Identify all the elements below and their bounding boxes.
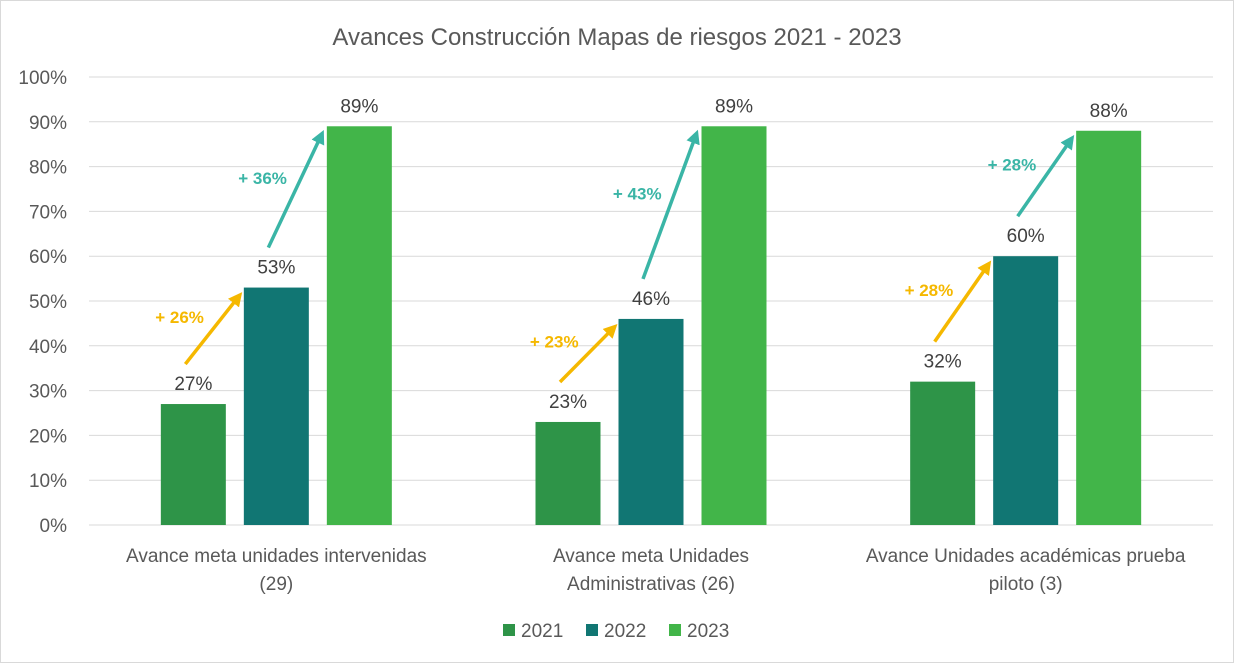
y-tick-label: 60% — [29, 247, 67, 268]
data-label: 32% — [924, 352, 962, 373]
legend-swatch-2023 — [669, 624, 681, 636]
bar-2021 — [910, 381, 976, 525]
change-annotation-label: + 26% — [155, 308, 204, 327]
change-annotation-label: + 36% — [238, 169, 287, 188]
data-label: 27% — [174, 374, 212, 395]
bar-2021 — [160, 404, 226, 525]
data-label: 46% — [632, 289, 670, 310]
data-label: 23% — [549, 392, 587, 413]
x-category-label: Avance meta Unidades — [553, 546, 749, 567]
data-label: 88% — [1090, 101, 1128, 122]
legend: 2021 2022 2023 — [503, 621, 729, 642]
y-tick-label: 100% — [18, 68, 67, 89]
change-arrow — [558, 323, 618, 384]
bar-2022 — [618, 318, 684, 525]
y-tick-label: 30% — [29, 382, 67, 403]
y-tick-label: 10% — [29, 471, 67, 492]
change-annotations: + 26% + 36% + 23% + 43% + 28% + 28% — [155, 129, 1075, 384]
change-annotation-label: + 28% — [905, 281, 954, 300]
bar-2021 — [535, 421, 601, 525]
change-arrow — [183, 292, 243, 366]
bars: 27% 53% 89% 23% 46% 89% 32% 60% 88% — [160, 96, 1142, 525]
legend-label-2022: 2022 — [604, 621, 646, 642]
bar-2023 — [701, 126, 767, 525]
change-arrow — [266, 129, 325, 249]
y-tick-label: 20% — [29, 426, 67, 447]
data-label: 89% — [340, 96, 378, 117]
x-axis: Avance meta unidades intervenidas (29) Ava… — [126, 546, 1186, 595]
x-category-label: Avance Unidades académicas prueba — [866, 546, 1186, 567]
y-tick-label: 90% — [29, 113, 67, 134]
y-axis: 0% 10% 20% 30% 40% 50% 60% 70% 80% 90% 100% — [18, 68, 67, 537]
x-category-label: (29) — [259, 574, 293, 595]
change-annotation-label: + 23% — [530, 332, 579, 351]
data-label: 53% — [257, 258, 295, 279]
y-tick-label: 80% — [29, 158, 67, 179]
y-tick-label: 40% — [29, 337, 67, 358]
x-category-label: Administrativas (26) — [567, 574, 735, 595]
x-category-label: Avance meta unidades intervenidas — [126, 546, 427, 567]
change-arrow — [1016, 135, 1075, 218]
legend-swatch-2021 — [503, 624, 515, 636]
bar-2022 — [993, 256, 1059, 525]
x-category-label: piloto (3) — [989, 574, 1063, 595]
data-label: 60% — [1007, 226, 1045, 247]
y-tick-label: 0% — [40, 516, 68, 537]
change-arrow — [933, 260, 992, 343]
legend-label-2021: 2021 — [521, 621, 563, 642]
change-annotation-label: + 43% — [613, 185, 662, 204]
legend-swatch-2022 — [586, 624, 598, 636]
legend-label-2023: 2023 — [687, 621, 729, 642]
bar-2023 — [326, 126, 392, 525]
chart-title: Avances Construcción Mapas de riesgos 20… — [332, 24, 901, 51]
bar-2022 — [243, 287, 309, 525]
change-arrow — [641, 129, 700, 280]
y-tick-label: 70% — [29, 202, 67, 223]
y-tick-label: 50% — [29, 292, 67, 313]
change-annotation-label: + 28% — [988, 155, 1037, 174]
data-label: 89% — [715, 96, 753, 117]
bar-2023 — [1076, 130, 1142, 525]
